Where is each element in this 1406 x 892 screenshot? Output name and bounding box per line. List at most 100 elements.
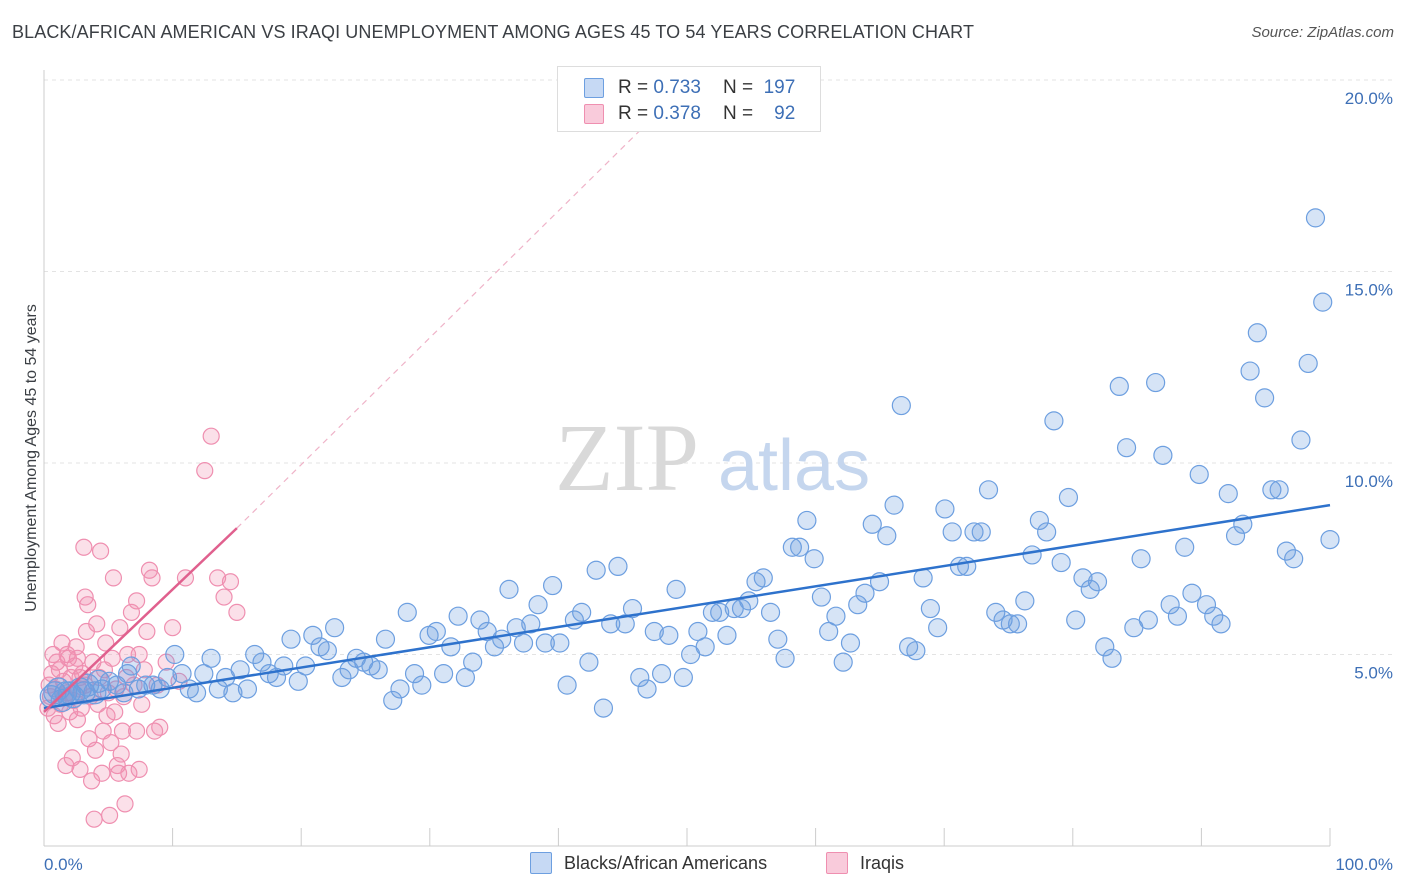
series-iraqis: [39, 427, 246, 828]
scatter-point-blacks: [608, 556, 628, 577]
scatter-point-blacks: [1153, 445, 1173, 465]
scatter-point-blacks: [659, 625, 679, 645]
scatter-point-blacks: [470, 610, 490, 630]
scatter-point-blacks: [586, 560, 606, 580]
scatter-point-blacks: [317, 641, 337, 661]
grid-lines: [44, 79, 1392, 655]
scatter-point-blacks: [252, 652, 272, 672]
scatter-point-blacks: [1284, 549, 1304, 569]
y-tick-label: 5.0%: [1354, 664, 1393, 683]
scatter-point-blacks: [499, 579, 519, 599]
scatter-point-iraqis: [102, 733, 120, 752]
scatter-point-blacks: [513, 633, 534, 653]
scatter-point-iraqis: [104, 569, 123, 587]
scatter-point-blacks: [368, 660, 388, 680]
scatter-point-blacks: [383, 690, 403, 711]
scatter-point-iraqis: [91, 542, 110, 560]
scatter-point-iraqis: [138, 622, 156, 641]
scatter-point-iraqis: [58, 645, 76, 664]
scatter-point-blacks: [862, 514, 882, 534]
x-tick-label-max: 100.0%: [1335, 855, 1393, 874]
scatter-point-blacks: [1073, 568, 1093, 588]
scatter-point-blacks: [157, 667, 178, 688]
watermark: ZIP atlas: [555, 404, 870, 511]
scatter-point-iraqis: [127, 722, 146, 740]
legend-n-value: 197: [763, 77, 796, 98]
scatter-point-blacks: [441, 637, 461, 657]
scatter-point-blacks: [760, 602, 781, 622]
scatter-point-blacks: [535, 633, 555, 653]
scatter-point-blacks: [986, 602, 1006, 622]
scatter-point-blacks: [1138, 610, 1158, 630]
legend-r-label: R =: [618, 77, 649, 98]
scatter-point-blacks: [630, 667, 650, 688]
scatter-point-iraqis: [106, 703, 124, 721]
scatter-point-blacks: [557, 675, 577, 695]
scatter-point-blacks: [615, 614, 635, 634]
scatter-point-blacks: [957, 556, 977, 577]
scatter-point-blacks: [717, 625, 737, 645]
scatter-point-blacks: [1109, 376, 1129, 396]
scatter-point-blacks: [673, 667, 693, 688]
scatter-point-blacks: [1262, 480, 1282, 500]
scatter-point-blacks: [288, 671, 308, 691]
scatter-point-iraqis: [221, 573, 240, 591]
scatter-point-blacks: [833, 652, 853, 672]
scatter-point-iraqis: [49, 714, 67, 733]
y-axis-title: Unemployment Among Ages 45 to 54 years: [23, 304, 40, 612]
scatter-point-blacks: [920, 598, 940, 619]
scatter-point-blacks: [404, 664, 425, 684]
scatter-point-blacks: [448, 606, 468, 626]
scatter-point-blacks: [332, 667, 352, 688]
series-blacks: [39, 208, 1340, 718]
scatter-point-blacks: [637, 679, 657, 699]
scatter-point-iraqis: [209, 569, 227, 587]
scatter-point-blacks: [1080, 579, 1100, 599]
trend-line-iraqis-extension: [236, 121, 649, 529]
scatter-point-blacks: [906, 641, 926, 661]
scatter-point-blacks: [877, 526, 897, 546]
scatter-point-blacks: [688, 621, 708, 642]
scatter-point-blacks: [165, 644, 185, 665]
scatter-point-blacks: [521, 614, 541, 634]
scatter-point-blacks: [1058, 487, 1079, 508]
x-ticks: [172, 828, 1331, 846]
scatter-point-iraqis: [86, 741, 105, 759]
x-tick-label-min: 0.0%: [44, 855, 83, 874]
trend-line-blacks: [43, 503, 1331, 710]
y-tick-labels: 5.0% 10.0% 15.0% 20.0%: [1345, 89, 1393, 683]
scatter-point-iraqis: [111, 619, 129, 637]
scatter-point-blacks: [1313, 292, 1333, 312]
legend-r-value: 0.378: [653, 103, 701, 124]
scatter-point-blacks: [753, 568, 773, 588]
scatter-point-blacks: [1000, 614, 1020, 634]
scatter-point-blacks: [136, 675, 156, 695]
scatter-point-blacks: [303, 625, 323, 645]
scatter-point-blacks: [964, 522, 984, 542]
scatter-point-iraqis: [228, 603, 246, 621]
scatter-point-iraqis: [130, 760, 148, 779]
scatter-point-blacks: [223, 683, 243, 703]
scatter-point-blacks: [622, 598, 643, 619]
bottom-legend-swatch-blue: [530, 852, 552, 874]
scatter-point-blacks: [768, 629, 788, 649]
scatter-point-iraqis: [76, 588, 94, 606]
scatter-point-blacks: [1037, 522, 1057, 542]
scatter-point-blacks: [550, 633, 570, 653]
scatter-point-blacks: [1175, 537, 1195, 557]
scatter-point-blacks: [1015, 591, 1035, 611]
scatter-point-blacks: [826, 606, 846, 626]
scatter-point-blacks: [281, 629, 301, 649]
scatter-point-blacks: [1160, 595, 1180, 615]
scatter-point-iraqis: [113, 722, 132, 740]
scatter-point-blacks: [121, 656, 141, 676]
scatter-point-blacks: [840, 633, 861, 653]
scatter-point-blacks: [593, 698, 614, 718]
scatter-point-blacks: [1298, 353, 1318, 374]
scatter-point-blacks: [463, 652, 483, 672]
scatter-point-iraqis: [202, 427, 220, 445]
bottom-legend: Blacks/African Americans Iraqis: [0, 852, 1406, 878]
scatter-point-iraqis: [98, 707, 116, 725]
scatter-point-blacks: [819, 621, 839, 642]
scatter-point-blacks: [1196, 595, 1217, 615]
